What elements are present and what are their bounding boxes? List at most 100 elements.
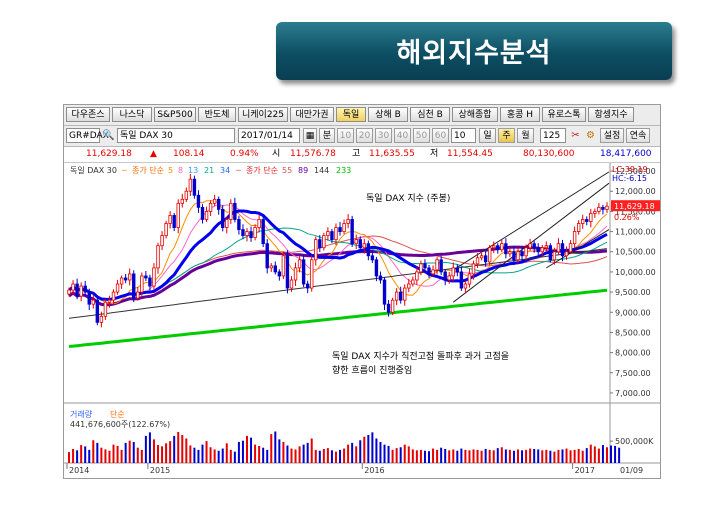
last-pct-label: 0.26% [614,213,640,222]
minute-option-button[interactable]: 60 [432,128,449,143]
x-tick-label: 01/09 [620,466,643,475]
chart-window: 다우존스 나스닥 S&P500 반도체 니케이225 대만가권 독일 상해 B 심천 B 상해종합… [63,104,661,479]
candle-body [338,227,342,232]
candle-body [115,283,120,293]
up-arrow-icon: ▲ [150,149,157,159]
candle-body [467,273,472,285]
minute-option-button[interactable]: 20 [356,128,373,143]
tab-0[interactable]: 다우존스 [66,107,110,122]
minute-option-button[interactable]: 30 [375,128,392,143]
tab-10[interactable]: 홍콩 H [500,107,540,122]
legend-item: 5 [168,166,173,175]
candle-body [524,247,528,257]
period-button[interactable]: 주 [498,128,515,143]
candle-body [378,275,383,281]
calendar-button[interactable]: ▦ [303,128,317,143]
continuous-button[interactable]: 연속 [626,128,650,143]
title-banner: 해외지수분석 [276,22,672,80]
low-label: 저 [430,149,439,159]
candle-body [516,251,520,261]
candle-body [160,235,164,247]
y-tick-label: 9,000.00 [615,308,651,317]
y-tick-label: 11,000.00 [615,228,656,237]
candle-body [443,271,447,281]
candle-body [310,259,314,289]
legend-swatch: ─ [121,166,127,175]
candle-body [500,243,504,251]
volume-value: 80,130,600 [523,149,575,159]
gear-icon[interactable]: ⚙ [586,130,595,141]
candle-body [593,211,597,214]
legend-item: 13 [188,166,198,175]
code-input[interactable]: GR#DAX [66,128,109,143]
trend-line-upper [453,171,610,271]
bar-count-input[interactable]: 125 [540,128,566,143]
candle-body [423,263,427,269]
tab-3[interactable]: 반도체 [198,107,236,122]
candle-body [265,243,269,269]
y-tick-label: 11,500.00 [615,207,656,216]
legend-item: 89 [298,166,308,175]
chart-background [64,163,660,478]
candle-body [455,267,460,273]
candle-body [140,275,144,293]
period-button[interactable]: 월 [517,128,534,143]
tab-1[interactable]: 나스닥 [112,107,152,122]
price-chart: 12,500.00 12,000.00 11,500.00 11,000.00 10,5… [64,163,660,478]
y-tick-label: 9,500.00 [615,288,651,297]
candle-body [346,219,350,224]
candle-body [152,267,156,287]
candle-body [196,194,201,208]
candle-body [382,279,387,305]
y-tick-label: 12,500.00 [615,167,656,176]
trend-line-short [546,229,610,269]
tab-5[interactable]: 대만가권 [290,107,334,122]
tab-9[interactable]: 상해종합 [452,107,498,122]
candle-body [374,259,379,277]
candle-body [496,245,500,251]
period-button[interactable]: 일 [479,128,496,143]
settings-button[interactable]: 설정 [600,128,624,143]
vol-tick-label: 500,000K [615,437,654,446]
count-select[interactable]: 10 [451,128,476,143]
tab-7[interactable]: 상해 B [368,107,408,122]
ma233-line [68,288,608,348]
minute-option-button[interactable]: 50 [413,128,430,143]
tab-11[interactable]: 유로스톡 [542,107,586,122]
candle-body [172,215,176,228]
candle-body [79,285,83,297]
candle-body [245,231,249,237]
volume-legend-label: 단순 [110,409,125,419]
candle-body [390,299,395,313]
tools-icon[interactable]: ✂ [571,130,580,141]
volume-legend-label: 거래량 [70,409,93,419]
candle-body [475,257,480,265]
page-title: 해외지수분석 [396,38,552,69]
candle-body [200,206,205,220]
candle-body [233,202,237,220]
candle-body [492,245,496,249]
tab-12[interactable]: 항셍지수 [588,107,634,122]
candle-body [504,243,508,255]
candle-body [111,291,116,301]
tab-4[interactable]: 니케이225 [238,107,288,122]
y-tick-label: 12,000.00 [615,187,656,196]
minute-option-button[interactable]: 40 [394,128,411,143]
candle-body [71,283,75,291]
search-icon[interactable]: 🔍 [102,130,115,141]
minute-option-button[interactable]: 10 [337,128,354,143]
candle-body [479,255,484,259]
candle-body [431,269,435,275]
low-price: 11,554.45 [447,149,493,159]
open-label: 시 [272,149,281,159]
tab-6[interactable]: 독일 [336,107,366,122]
candle-body [119,277,124,285]
date-input[interactable]: 2017/01/14 [238,128,300,143]
candle-body [184,190,189,200]
candle-body [148,277,152,287]
candle-body [528,243,532,249]
candle-body [419,263,423,273]
tab-2[interactable]: S&P500 [154,107,196,122]
tab-8[interactable]: 심천 B [410,107,450,122]
minute-unit-button[interactable]: 분 [319,128,335,143]
